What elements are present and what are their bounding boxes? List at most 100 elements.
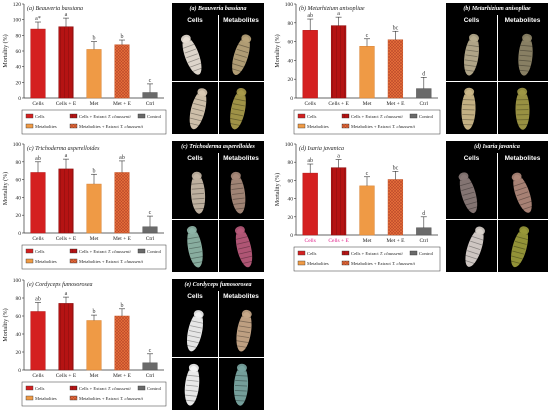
chart-svg: (b) Metarhizium anisopliae Mortality (%) 0…: [274, 2, 441, 135]
significance-letter: a: [65, 12, 68, 18]
larva-photo-cell: [446, 165, 497, 219]
larva-image: [230, 171, 246, 214]
column-header-cells: Cells: [463, 155, 480, 162]
larva-image: [180, 34, 203, 75]
bar-met: [86, 183, 102, 234]
legend-box: [21, 244, 167, 270]
bar-cells: [30, 172, 46, 234]
legend-box: [21, 109, 167, 135]
row-divider: [172, 356, 264, 358]
row-divider: [446, 80, 548, 82]
bar-cells-e: [58, 26, 74, 99]
legend-entry: Cells: [307, 251, 317, 256]
legend-swatch: [297, 113, 306, 119]
y-tick-label: 40: [16, 332, 22, 338]
larva-image: [233, 363, 249, 406]
legend-swatch: [409, 113, 418, 119]
x-tick-label: Ctrl: [146, 373, 155, 379]
significance-letter: ab: [35, 156, 41, 162]
x-tick-label: Cells: [32, 101, 43, 107]
legend-entry: Control: [419, 251, 434, 256]
column-divider: [497, 15, 498, 134]
y-tick-label: 100: [285, 142, 294, 148]
y-tick-label: 100: [285, 2, 294, 8]
y-tick-label: 100: [13, 18, 22, 24]
significance-letter: ab: [307, 158, 313, 164]
larva-image: [511, 172, 534, 213]
bar-ctrl: [416, 88, 432, 99]
legend-swatch: [341, 123, 350, 129]
significance-letter: a: [65, 291, 68, 297]
x-tick-label: Ctrl: [420, 101, 429, 107]
larva-photo-cell: [172, 357, 218, 411]
x-tick-label: Ctrl: [146, 236, 155, 242]
chart-svg: (d) Isaria javanica Mortality (%) 0 20 40 60 8…: [274, 142, 441, 272]
y-tick-label: 20: [16, 80, 22, 86]
significance-letter: b: [93, 309, 96, 315]
x-tick-label: Met: [363, 101, 372, 107]
larva-photo-cell: [497, 27, 548, 81]
larva-image: [464, 226, 485, 267]
significance-letter: bc: [393, 165, 399, 171]
larva-image: [515, 87, 530, 130]
significance-letter: c: [149, 210, 152, 216]
legend-entry: Metabolites: [35, 124, 57, 129]
bar-met-e: [387, 39, 404, 99]
y-tick-label: 80: [16, 33, 22, 39]
y-tick-label: 40: [16, 65, 22, 71]
larva-photo-cell: [172, 303, 218, 357]
legend-entry: Cells: [35, 114, 45, 119]
chart-cordyceps-fumosorosea: (e) Cordyceps fumosorosea Mortality (%) 0 2…: [0, 276, 168, 410]
significance-letter: c: [366, 33, 369, 39]
legend-entry: Metabolites + Extract T. claussenii: [351, 261, 416, 266]
legend-swatch: [69, 258, 78, 264]
y-tick-label: 40: [16, 195, 22, 201]
legend-swatch: [137, 385, 146, 391]
legend-swatch: [341, 250, 350, 256]
photo-panel-cordyceps: (e) Cordyceps fumosorosea Cells Metabolite…: [172, 279, 264, 410]
chart-metarhizium-anisopliae: (b) Metarhizium anisopliae Mortality (%) 0…: [272, 0, 442, 138]
y-tick-label: 60: [16, 178, 22, 184]
bar-met-e: [114, 44, 130, 99]
larva-image: [463, 33, 480, 76]
y-tick-label: 60: [288, 40, 294, 46]
column-header-metabolites: Metabolites: [504, 155, 541, 162]
x-tick-label: Cells: [305, 238, 316, 244]
bar-cells: [30, 311, 46, 371]
y-tick-label: 80: [16, 296, 22, 302]
row-divider: [446, 218, 548, 220]
larva-image: [230, 34, 252, 75]
legend-box: [293, 246, 441, 272]
x-tick-label: Met + E: [113, 236, 132, 242]
chart-beauveria-bassiana: (a) Beauveria bassiana Mortality (%) 0 20 40…: [0, 0, 168, 138]
y-tick-label: 60: [16, 49, 22, 55]
bar-met-e: [387, 179, 404, 236]
y-tick-label: 80: [288, 160, 294, 166]
row-divider: [172, 218, 264, 220]
bar-met: [86, 49, 102, 99]
legend-entry: Control: [147, 249, 162, 254]
bar-cells: [30, 28, 46, 99]
bar-met: [86, 320, 102, 371]
larva-image: [184, 363, 200, 406]
y-tick-label: 0: [18, 96, 21, 102]
column-header-cells: Cells: [187, 155, 203, 162]
larva-image: [234, 225, 254, 267]
chart-svg: (a) Beauveria bassiana Mortality (%) 0 20 40…: [2, 2, 167, 135]
larva-image: [235, 309, 253, 352]
significance-letter: a*: [35, 16, 41, 22]
larva-photo-cell: [218, 81, 264, 135]
larva-photo-cell: [497, 165, 548, 219]
significance-letter: b: [93, 36, 96, 42]
y-axis-label: Mortality (%): [274, 173, 281, 206]
photo-panel-title: (d) Isaria javanica: [446, 141, 548, 154]
significance-letter: d: [422, 71, 425, 77]
x-tick-label: Ctrl: [420, 238, 429, 244]
legend-entry: Metabolites: [307, 124, 329, 129]
photo-panel-isaria: (d) Isaria javanica Cells Metabolites: [446, 141, 548, 272]
legend-swatch: [25, 248, 34, 254]
bar-ctrl: [416, 227, 432, 236]
chart-title: (d) Isaria javanica: [299, 145, 344, 152]
legend-swatch: [25, 123, 34, 129]
x-tick-label: Cells + E: [56, 236, 77, 242]
